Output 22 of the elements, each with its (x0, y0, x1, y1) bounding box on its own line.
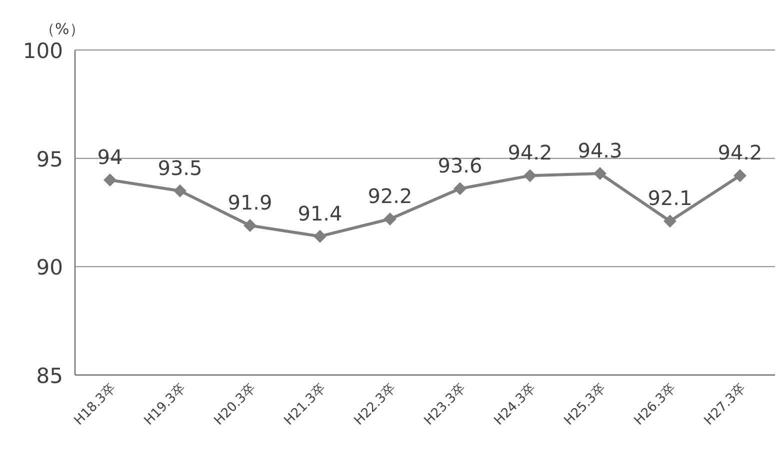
data-label: 91.4 (298, 201, 342, 226)
point (664, 214, 676, 228)
data-label: 93.5 (158, 156, 202, 180)
y-axis-title: （%） (40, 20, 84, 38)
data-label: 92.2 (368, 184, 412, 208)
y-tick-label: 90 (36, 256, 63, 280)
point (734, 169, 746, 182)
point (314, 230, 326, 243)
point (174, 184, 186, 198)
y-tick-label: 100 (22, 39, 63, 63)
point (244, 219, 256, 232)
point (104, 174, 116, 186)
point (594, 167, 606, 180)
point (524, 169, 536, 182)
data-label: 94.3 (578, 138, 622, 162)
point (454, 182, 466, 196)
data-label: 93.6 (438, 154, 482, 178)
point (384, 212, 396, 226)
y-tick-label: 95 (36, 147, 63, 172)
y-tick-label: 85 (36, 364, 63, 388)
data-label: 92.1 (648, 186, 692, 210)
data-label: 91.9 (228, 190, 272, 214)
